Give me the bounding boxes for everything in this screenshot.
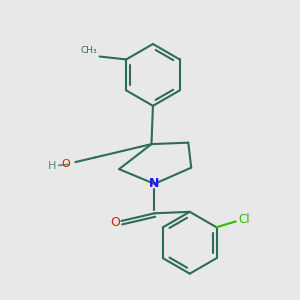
- Text: Cl: Cl: [238, 213, 250, 226]
- Text: O: O: [111, 216, 121, 229]
- Text: O: O: [62, 159, 70, 169]
- Text: CH₃: CH₃: [81, 46, 97, 55]
- Text: H: H: [47, 161, 56, 172]
- Text: N: N: [149, 177, 160, 190]
